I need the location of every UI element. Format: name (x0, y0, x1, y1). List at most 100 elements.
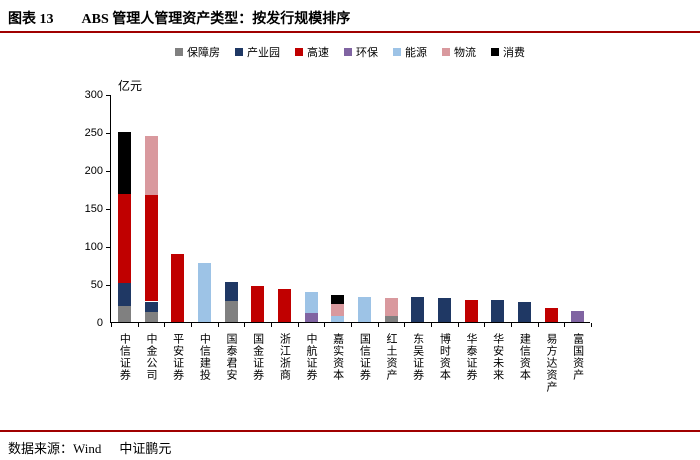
legend-label: 产业园 (247, 47, 280, 59)
bar (357, 94, 371, 322)
x-tick-mark (191, 323, 192, 327)
y-tick-mark (106, 95, 110, 96)
figure-label: 图表 13 (8, 12, 54, 27)
legend-swatch-icon (491, 48, 499, 56)
x-tick-label: 中信证券 (118, 333, 131, 381)
bar (544, 94, 558, 322)
legend-swatch-icon (442, 48, 450, 56)
legend-item: 物流 (442, 44, 476, 60)
x-tick-mark (324, 323, 326, 327)
x-tick-label: 国金证券 (251, 333, 264, 381)
bar-segment (517, 302, 531, 322)
legend-item: 消费 (491, 44, 525, 60)
bar (251, 94, 265, 322)
x-tick-mark (591, 323, 592, 327)
top-divider-rule (0, 31, 700, 33)
bar-segment (117, 194, 131, 284)
y-tick-mark (106, 247, 110, 248)
bar (304, 94, 318, 322)
y-tick-label: 300 (84, 89, 103, 101)
bar-segment (117, 306, 131, 322)
bar (224, 94, 238, 322)
legend-item: 高速 (295, 44, 329, 60)
bar-segment (384, 315, 398, 322)
legend-label: 高速 (307, 47, 329, 59)
y-tick-mark (106, 171, 110, 172)
legend-item: 能源 (393, 44, 427, 60)
bar (491, 94, 505, 322)
legend-item: 环保 (344, 44, 378, 60)
legend-label: 环保 (356, 47, 378, 59)
x-tick-mark (351, 323, 352, 327)
legend-swatch-icon (393, 48, 401, 56)
bar-segment (224, 281, 238, 301)
bar (197, 94, 211, 322)
x-tick-label: 中信建投 (198, 333, 211, 381)
x-tick-mark (537, 323, 539, 327)
y-tick-label: 100 (84, 241, 103, 253)
x-tick-mark (297, 323, 299, 327)
bar (464, 94, 478, 322)
x-tick-label: 富国资产 (571, 333, 584, 381)
x-tick-mark (484, 323, 486, 327)
y-tick-label: 0 (96, 317, 103, 329)
legend-swatch-icon (295, 48, 303, 56)
bar-segment (251, 286, 265, 322)
bar (144, 94, 158, 322)
bar (571, 94, 585, 322)
bar-segment (117, 283, 131, 307)
x-tick-label: 东吴证券 (411, 333, 424, 381)
x-tick-label: 红土资产 (385, 333, 397, 381)
bar (117, 94, 131, 322)
legend-swatch-icon (344, 48, 352, 56)
x-tick-label: 易方达资产 (545, 333, 557, 393)
bar-segment (331, 295, 345, 304)
bar-segment (117, 132, 131, 195)
bar-segment (144, 195, 158, 302)
legend-label: 能源 (405, 47, 427, 59)
legend-item: 产业园 (235, 44, 280, 60)
x-tick-label: 嘉实资本 (331, 333, 344, 381)
x-tick-mark (217, 323, 219, 327)
y-tick-label: 150 (84, 203, 103, 215)
bar-segment (571, 310, 585, 322)
bar (411, 94, 425, 322)
bar-segment (304, 291, 318, 313)
bar-segment (411, 296, 425, 322)
bar-segment (197, 263, 211, 322)
y-tick-mark (106, 285, 110, 286)
x-tick-label: 中航证券 (305, 333, 317, 381)
x-tick-mark (164, 323, 166, 327)
bar-segment (544, 308, 558, 322)
x-tick-mark (511, 323, 512, 327)
bar-segment (277, 289, 291, 322)
bar-segment (331, 315, 345, 322)
y-tick-label: 250 (84, 127, 103, 139)
x-tick-mark (244, 323, 246, 327)
data-source-text: 数据来源：Wind (8, 441, 102, 456)
x-tick-mark (111, 323, 112, 327)
plot-area: 0 50 100 150 200 250 300 中信证券 中金公司 平安证券 中信建投 国泰君安 国金… (85, 89, 592, 393)
bar-segment (144, 301, 158, 313)
bottom-divider-rule (0, 430, 700, 432)
x-tick-label: 浙江浙商 (278, 333, 291, 381)
bar-segment (304, 312, 318, 322)
y-axis-unit-label: 亿元 (118, 79, 143, 93)
bar-segment (464, 299, 478, 322)
x-tick-mark (271, 323, 272, 327)
bar-segment (144, 312, 158, 322)
legend-swatch-icon (175, 48, 183, 56)
legend-label: 消费 (503, 47, 525, 59)
chart-legend: 保障房 产业园 高速 环保 能源 物流 消费 (0, 44, 700, 60)
bar-segment (357, 296, 371, 322)
bar-segment (384, 298, 398, 316)
bar (331, 94, 345, 322)
y-tick-label: 50 (90, 279, 103, 291)
legend-item: 保障房 (175, 44, 220, 60)
bar-segment (144, 135, 158, 196)
x-tick-mark (457, 323, 459, 327)
x-tick-mark (431, 323, 432, 327)
x-tick-mark (377, 323, 379, 327)
bar (277, 94, 291, 322)
